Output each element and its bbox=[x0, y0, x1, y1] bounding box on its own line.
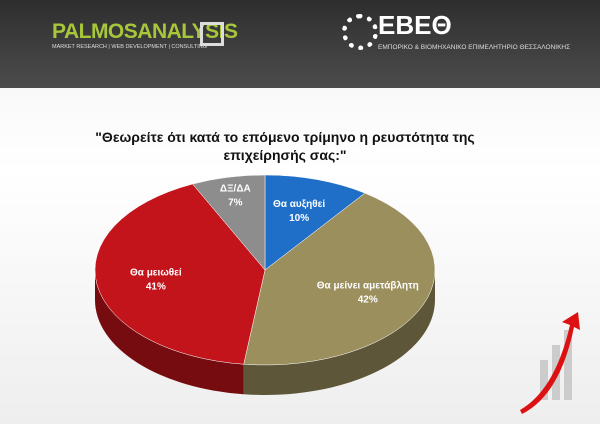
slice-value: 41% bbox=[146, 281, 166, 292]
slice-label: ΔΞ/ΔΑ bbox=[220, 183, 251, 194]
slice-side bbox=[95, 270, 244, 395]
slice-value: 7% bbox=[228, 197, 243, 208]
slice-value: 42% bbox=[358, 294, 378, 305]
slice bbox=[264, 174, 366, 271]
slice-label: Θα μειωθεί bbox=[130, 267, 182, 278]
slice bbox=[94, 183, 266, 365]
slice-label: Θα αυξηθεί bbox=[273, 199, 325, 210]
decor-arrow bbox=[520, 312, 580, 414]
slice-label: Θα μείνει αμετάβλητη bbox=[317, 280, 419, 291]
brand-icon bbox=[200, 22, 224, 46]
slice bbox=[192, 174, 266, 271]
partner-icon bbox=[342, 14, 378, 50]
slice-side bbox=[243, 270, 435, 395]
slice-value: 10% bbox=[289, 213, 309, 224]
partner-tagline: ΕΜΠΟΡΙΚΟ & ΒΙΟΜΗΧΑΝΙΚΟ ΕΠΙΜΕΛΗΤΗΡΙΟ ΘΕΣΣ… bbox=[378, 44, 571, 51]
chart-title: "Θεωρείτε ότι κατά το επόμενο τρίμηνο η … bbox=[95, 129, 475, 163]
brand-tagline: MARKET RESEARCH | WEB DEVELOPMENT | CONS… bbox=[52, 44, 208, 50]
slice bbox=[243, 192, 436, 366]
brand-logo: PALMOSANALYSIS bbox=[52, 20, 238, 43]
partner-logo: ΕΒΕΘ bbox=[378, 10, 452, 40]
header-band bbox=[0, 0, 600, 88]
